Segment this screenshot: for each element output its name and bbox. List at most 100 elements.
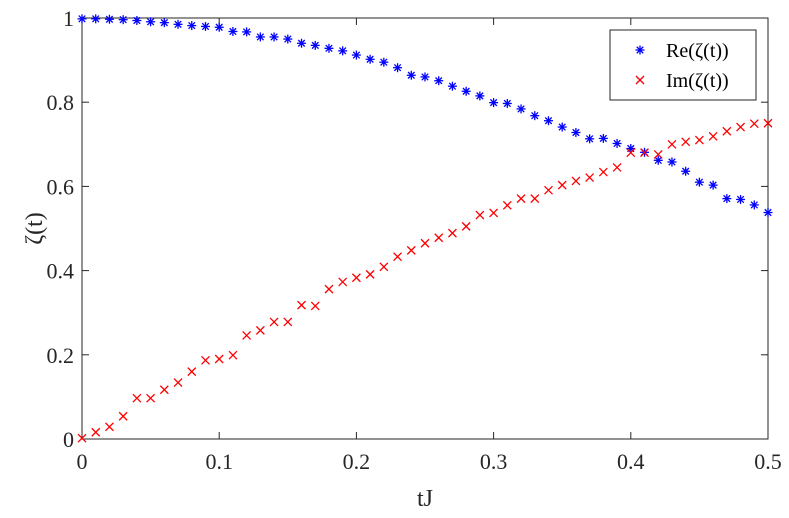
- data-point: [763, 118, 773, 128]
- data-point: [475, 91, 485, 101]
- x-tick-label: 0.3: [480, 449, 508, 474]
- data-point: [338, 46, 348, 56]
- data-point: [118, 15, 128, 25]
- data-point: [228, 26, 238, 36]
- data-point: [77, 433, 87, 443]
- data-point: [530, 111, 540, 121]
- data-point: [228, 350, 238, 360]
- data-point: [379, 57, 389, 67]
- data-point: [557, 122, 567, 132]
- data-point: [159, 18, 169, 28]
- data-point: [612, 138, 622, 148]
- x-axis-label: tJ: [417, 486, 433, 512]
- data-point: [118, 411, 128, 421]
- data-point: [297, 300, 306, 310]
- data-point: [543, 116, 553, 126]
- data-point: [420, 72, 430, 82]
- y-tick-label: 0.4: [47, 259, 75, 284]
- data-point: [132, 16, 142, 26]
- plot-area: [81, 17, 769, 440]
- data-point: [297, 38, 307, 48]
- data-point: [681, 166, 691, 176]
- data-point: [77, 14, 87, 24]
- data-point: [612, 162, 622, 172]
- data-point: [310, 40, 320, 50]
- data-point: [749, 200, 759, 210]
- data-point: [502, 98, 512, 108]
- data-point: [694, 135, 704, 145]
- data-point: [255, 32, 265, 42]
- x-tick-label: 0.4: [617, 449, 645, 474]
- legend-marker-symbol: [635, 75, 645, 85]
- data-point: [283, 317, 293, 327]
- data-point: [489, 208, 499, 218]
- y-tick-label: 0: [63, 427, 74, 452]
- data-point: [200, 21, 210, 31]
- data-point: [269, 32, 279, 42]
- data-point: [585, 173, 595, 183]
- data-point: [104, 422, 114, 432]
- data-point: [269, 317, 279, 327]
- data-point: [201, 355, 210, 365]
- legend-label-re: Re(ζ(t)): [666, 40, 729, 62]
- data-point: [640, 148, 649, 158]
- data-point: [749, 119, 759, 129]
- data-point: [351, 50, 361, 60]
- data-point: [516, 194, 526, 204]
- data-point: [283, 34, 293, 44]
- data-point: [461, 86, 471, 96]
- data-point: [502, 200, 512, 210]
- data-point: [146, 393, 156, 403]
- data-point: [338, 277, 348, 287]
- legend-marker-symbol: [635, 45, 645, 55]
- y-tick-label: 0.8: [47, 90, 75, 115]
- data-point: [530, 194, 540, 204]
- series-layer: [77, 14, 773, 443]
- series-im: [77, 118, 773, 443]
- data-point: [146, 17, 156, 27]
- x-tick-label: 0.2: [343, 449, 371, 474]
- data-point: [159, 385, 169, 395]
- x-tick-label: 0.5: [754, 449, 782, 474]
- data-point: [475, 210, 485, 220]
- data-point: [544, 185, 553, 195]
- data-point: [694, 177, 704, 187]
- data-point: [187, 21, 197, 31]
- data-point: [187, 367, 197, 377]
- y-tick-label: 0.6: [47, 174, 75, 199]
- legend-marker-im: [635, 75, 645, 85]
- x-tick-label: 0.1: [205, 449, 233, 474]
- data-point: [365, 54, 375, 64]
- data-point: [598, 133, 608, 143]
- data-point: [763, 208, 773, 218]
- data-point: [516, 104, 526, 114]
- data-point: [653, 155, 663, 165]
- data-point: [310, 301, 320, 311]
- data-point: [393, 63, 403, 73]
- data-point: [420, 238, 430, 248]
- data-point: [722, 194, 732, 204]
- data-point: [132, 393, 142, 403]
- data-point: [324, 284, 334, 294]
- data-point: [406, 245, 416, 255]
- data-point: [626, 144, 636, 154]
- data-point: [557, 180, 567, 190]
- data-point: [598, 167, 608, 177]
- data-point: [406, 70, 416, 80]
- legend: Re(ζ(t)) Im(ζ(t)): [609, 29, 757, 101]
- y-axis-label: ζ(t): [22, 212, 48, 245]
- data-point: [393, 252, 403, 262]
- data-point: [91, 427, 101, 437]
- data-point: [173, 378, 183, 388]
- data-point: [461, 221, 471, 231]
- legend-marker-re: [635, 45, 645, 55]
- y-tick-label: 1: [63, 6, 74, 31]
- data-point: [571, 176, 581, 186]
- data-point: [489, 98, 499, 108]
- data-point: [173, 19, 183, 29]
- data-point: [434, 233, 444, 243]
- data-point: [214, 22, 224, 32]
- data-point: [242, 330, 252, 340]
- data-point: [708, 180, 718, 190]
